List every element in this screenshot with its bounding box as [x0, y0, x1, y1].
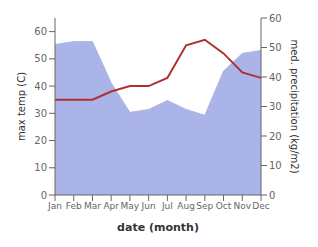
svg-text:60: 60: [269, 13, 282, 24]
svg-text:Nov: Nov: [233, 201, 251, 211]
svg-text:max temp (C): max temp (C): [16, 72, 27, 141]
svg-text:Mar: Mar: [84, 201, 101, 211]
svg-text:0: 0: [41, 190, 47, 201]
svg-text:0: 0: [269, 190, 275, 201]
svg-text:50: 50: [34, 53, 47, 64]
svg-text:Jun: Jun: [141, 201, 156, 211]
svg-text:Sep: Sep: [196, 201, 213, 211]
svg-text:30: 30: [269, 101, 282, 112]
svg-text:20: 20: [269, 131, 282, 142]
svg-text:Jul: Jul: [161, 201, 173, 211]
svg-text:date (month): date (month): [117, 221, 199, 234]
svg-text:40: 40: [269, 72, 282, 83]
svg-text:10: 10: [269, 160, 282, 171]
svg-text:Aug: Aug: [177, 201, 195, 211]
svg-text:50: 50: [269, 42, 282, 53]
svg-text:med. precipitation (kg/m2): med. precipitation (kg/m2): [289, 39, 300, 173]
svg-text:10: 10: [34, 162, 47, 173]
svg-text:Dec: Dec: [252, 201, 269, 211]
svg-text:Jan: Jan: [47, 201, 62, 211]
svg-text:Oct: Oct: [216, 201, 232, 211]
svg-text:Apr: Apr: [103, 201, 119, 211]
svg-text:30: 30: [34, 108, 47, 119]
svg-text:40: 40: [34, 81, 47, 92]
svg-text:20: 20: [34, 135, 47, 146]
svg-text:Feb: Feb: [66, 201, 82, 211]
svg-text:60: 60: [34, 26, 47, 37]
svg-text:May: May: [121, 201, 140, 211]
